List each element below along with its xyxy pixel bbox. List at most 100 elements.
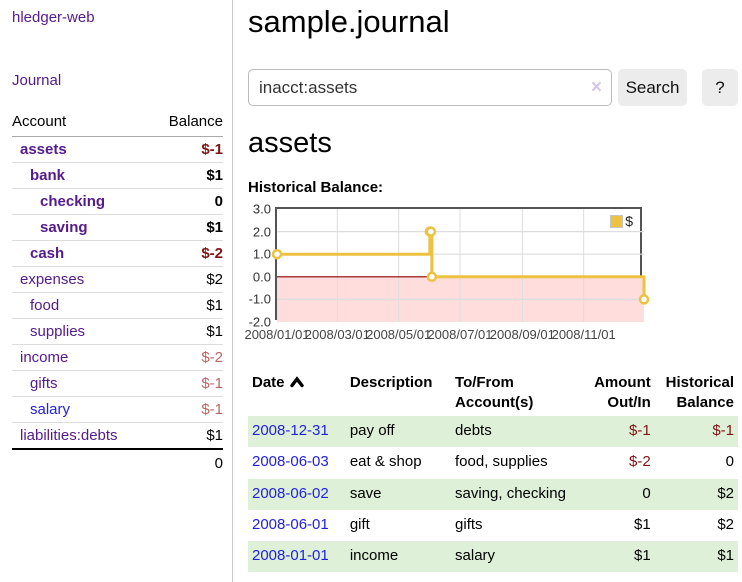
y-axis-tick-label: 2.0	[252, 224, 271, 240]
account-row: salary $-1	[12, 396, 223, 423]
tx-balance-cell: $2	[717, 515, 734, 533]
account-balance: $1	[151, 162, 223, 189]
account-balance: $-2	[151, 240, 223, 267]
search-form: × Search ?	[248, 69, 738, 106]
tx-date-cell: 2008-06-03	[248, 447, 346, 478]
transaction-row: 2008-01-01 income salary $1 $1	[248, 541, 738, 573]
tx-amount-cell: 0	[642, 484, 651, 502]
tx-date-link[interactable]: 2008-01-01	[252, 547, 329, 564]
tx-accounts-cell: salary	[455, 547, 496, 564]
tx-description-cell: gift	[349, 515, 370, 533]
sort-ascending-icon	[289, 375, 305, 392]
x-axis-tick-label: 2008/07/01	[427, 327, 493, 342]
tx-date-link[interactable]: 2008-06-01	[252, 515, 329, 533]
account-link[interactable]: salary	[30, 401, 71, 418]
help-button[interactable]: ?	[702, 69, 738, 106]
sidebar-item-journal[interactable]: Journal	[12, 72, 62, 89]
transactions-header-row: Date Description To/From Account(s) Amou…	[248, 371, 738, 416]
account-link[interactable]: income	[20, 349, 69, 366]
y-axis-tick-label: 3.0	[252, 201, 271, 217]
search-box: ×	[248, 69, 612, 106]
tx-description-cell: save	[349, 484, 382, 502]
x-axis-tick-label: 2008/11/01	[551, 327, 616, 342]
account-link[interactable]: cash	[30, 245, 65, 262]
tx-description-cell: pay off	[349, 422, 395, 439]
tx-accounts-cell: debts	[455, 422, 492, 439]
account-row: food $1	[12, 292, 223, 319]
accounts-total-row: 0	[12, 448, 223, 477]
y-axis-tick-label: 0.0	[252, 269, 271, 285]
account-balance: $1	[151, 214, 223, 241]
account-link[interactable]: bank	[30, 167, 66, 184]
account-balance: $-1	[151, 136, 223, 163]
account-row: gifts $-1	[12, 370, 223, 397]
column-header-balance: Historical Balance	[665, 374, 734, 411]
account-row: checking 0	[12, 188, 223, 215]
tx-accounts-cell: saving, checking	[455, 484, 566, 502]
tx-amount-cell: $1	[634, 547, 651, 564]
account-row: supplies $1	[12, 318, 223, 345]
tx-date-cell: 2008-01-01	[248, 541, 346, 572]
legend-label: $	[625, 213, 633, 229]
account-link[interactable]: assets	[20, 141, 67, 158]
account-balance: 0	[151, 188, 223, 215]
account-link[interactable]: food	[30, 297, 60, 314]
account-row: income $-2	[12, 344, 223, 371]
account-link[interactable]: liabilities:debts	[20, 427, 118, 444]
x-axis-tick-label: 2008/03/01	[304, 327, 370, 342]
tx-date-link[interactable]: 2008-06-02	[252, 484, 329, 502]
account-balance: $1	[151, 422, 223, 450]
transaction-row: 2008-06-02 save saving, checking 0 $2	[248, 478, 738, 510]
account-row: expenses $2	[12, 266, 223, 293]
account-link[interactable]: supplies	[30, 323, 86, 340]
account-heading: assets	[248, 127, 332, 159]
transaction-row: 2008-06-03 eat & shop food, supplies $-2 0	[248, 447, 738, 478]
y-axis-labels: 3.0 2.0 1.0 0.0 -1.0 -2.0	[248, 202, 273, 330]
column-header-description: Description	[349, 374, 433, 391]
legend-swatch	[610, 214, 624, 228]
account-row: bank $1	[12, 162, 223, 189]
tx-balance-cell: $2	[717, 484, 734, 502]
chart-legend: $	[608, 212, 635, 230]
tx-amount-cell: $-1	[629, 422, 651, 439]
tx-accounts-cell: gifts	[455, 515, 483, 533]
tx-date-link[interactable]: 2008-06-03	[252, 453, 329, 471]
account-link[interactable]: gifts	[30, 375, 58, 392]
main-content: sample.journal × Search ? assets Histori…	[233, 0, 742, 582]
tx-balance-cell: $1	[717, 547, 734, 564]
chart-plot-area: $	[271, 207, 650, 322]
accounts-total-value: 0	[151, 448, 223, 477]
search-input[interactable]	[248, 69, 612, 106]
x-axis-labels: 2008/01/01 2008/03/01 2008/05/01 2008/07/01…	[244, 327, 644, 343]
transaction-row: 2008-12-31 pay off debts $-1 $-1	[248, 416, 738, 448]
accounts-header-balance: Balance	[151, 109, 223, 137]
y-axis-tick-label: -1.0	[248, 291, 271, 307]
column-header-date: Date	[248, 371, 346, 416]
accounts-header-account: Account	[12, 109, 152, 137]
clear-search-icon[interactable]: ×	[590, 76, 602, 98]
chart-title: Historical Balance:	[248, 179, 384, 196]
account-balance: $-1	[151, 396, 223, 423]
tx-balance-cell: $-1	[712, 422, 734, 439]
search-button[interactable]: Search	[618, 69, 687, 106]
account-link[interactable]: saving	[40, 219, 88, 236]
x-axis-tick-label: 2008/05/01	[366, 327, 432, 342]
account-row: saving $1	[12, 214, 223, 241]
tx-balance-cell: 0	[725, 453, 734, 471]
transaction-row: 2008-06-01 gift gifts $1 $2	[248, 510, 738, 541]
account-row: liabilities:debts $1	[12, 422, 223, 450]
sidebar: hledger-web Journal Account Balance asse…	[0, 0, 233, 582]
column-header-amount: Amount Out/In	[594, 374, 651, 411]
account-link[interactable]: checking	[40, 193, 106, 210]
account-link[interactable]: expenses	[20, 271, 85, 288]
tx-amount-cell: $-2	[629, 453, 651, 471]
chart-plot-svg	[271, 209, 650, 322]
historical-balance-chart: 3.0 2.0 1.0 0.0 -1.0 -2.0 $ 2008/01/01 2008/03…	[244, 202, 738, 345]
account-balance: $2	[151, 266, 223, 293]
brand-link[interactable]: hledger-web	[12, 9, 95, 26]
tx-amount-cell: $1	[634, 515, 651, 533]
tx-date-link[interactable]: 2008-12-31	[252, 422, 329, 439]
tx-accounts-cell: food, supplies	[455, 453, 548, 471]
column-header-accounts: To/From Account(s)	[455, 374, 534, 411]
